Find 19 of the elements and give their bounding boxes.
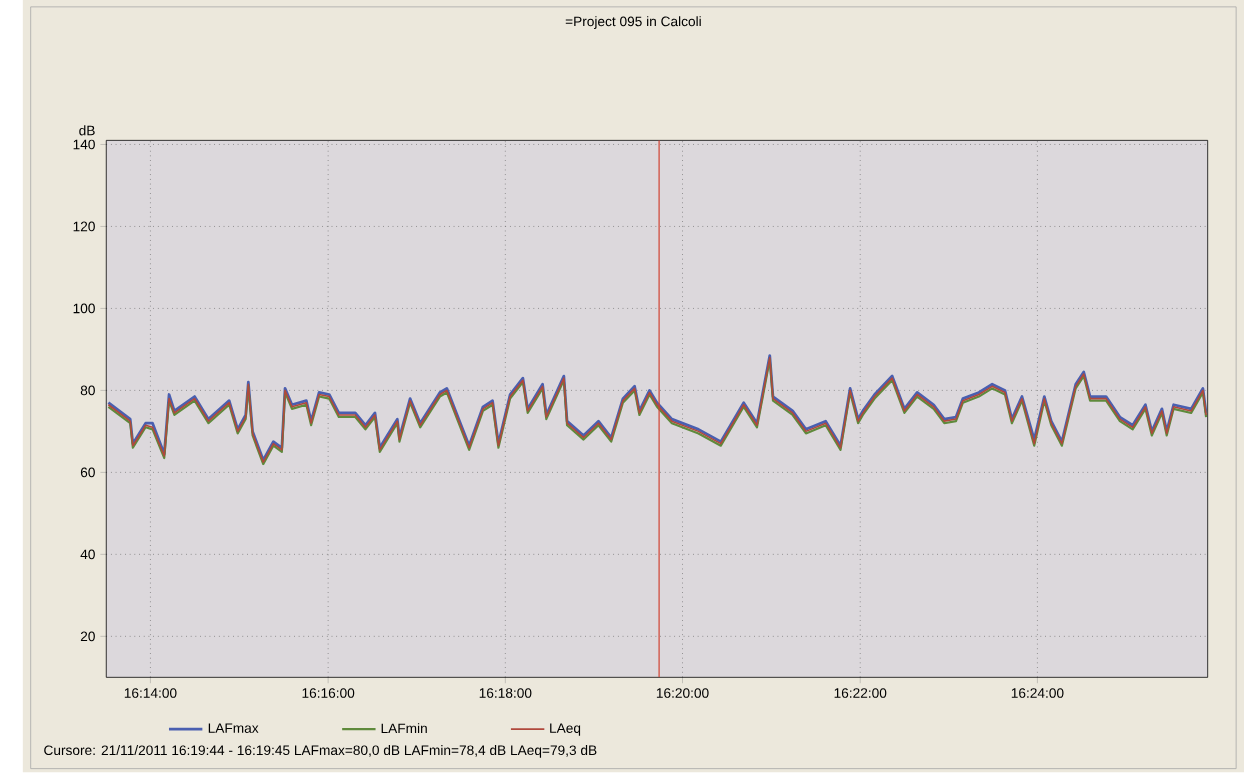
y-axis-title: dB [79,125,95,136]
y-tick-label: 60 [80,467,95,478]
legend-label: LAFmin [381,723,427,734]
x-tick-label: 16:22:00 [834,688,887,699]
legend-label: LAFmax [208,723,259,734]
legend-label: LAeq [550,723,581,736]
x-tick-label: 16:16:00 [302,688,355,699]
x-tick-label: 16:24:00 [1011,688,1064,699]
x-tick-label: 16:20:00 [656,688,709,699]
chart-title: =Project 095 in Calcoli [565,16,701,30]
text: Cursore: 21/11/2011 16:19:44 - 16:19:45 LAFmax=80,0 dB LAFmin=78,4 dB LAeq=79,3 dB [44,745,597,759]
y-tick-label: 120 [73,221,95,232]
y-tick-label: 20 [80,631,95,642]
y-tick-label: 80 [80,385,95,396]
y-tick-label: 100 [73,303,95,314]
x-tick-label: 16:18:00 [479,688,532,699]
x-tick-label: 16:14:00 [124,688,177,699]
y-tick-label: 40 [80,549,95,560]
y-tick-label: 140 [73,139,95,150]
